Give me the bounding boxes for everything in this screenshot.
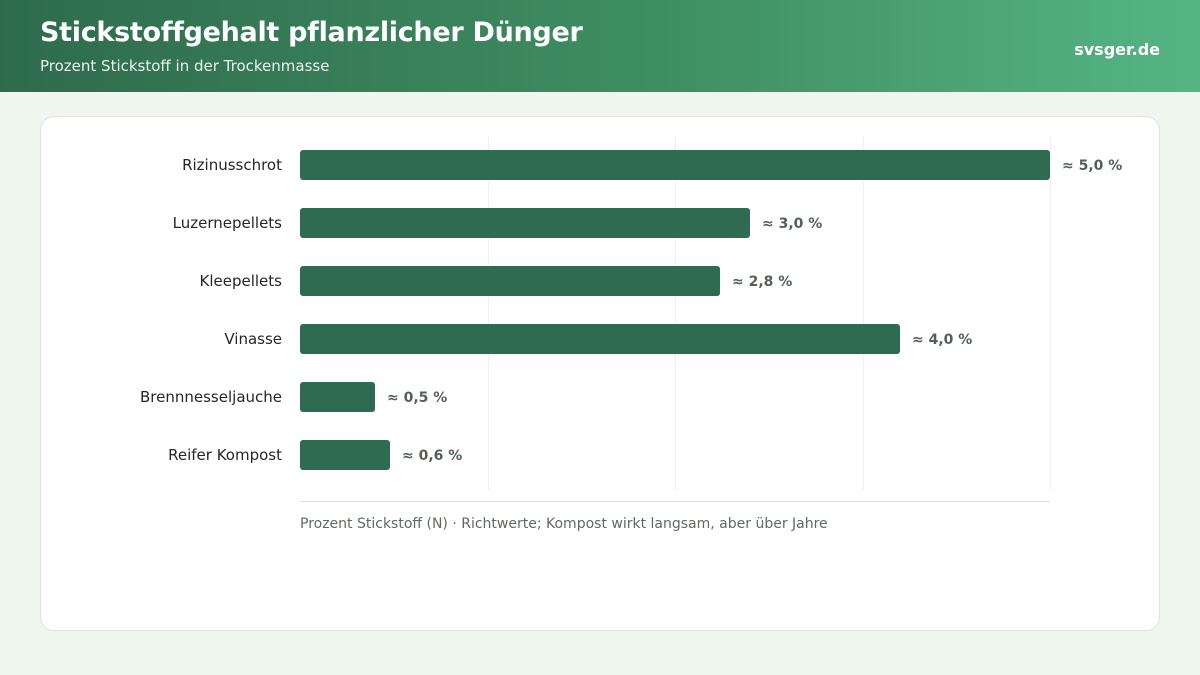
bar	[300, 208, 750, 238]
value-label: ≈ 0,6 %	[402, 448, 463, 464]
bar	[300, 324, 900, 354]
gridline	[1050, 136, 1051, 490]
gridline	[488, 136, 489, 490]
category-label: Luzernepellets	[172, 214, 282, 232]
bar	[300, 382, 375, 412]
value-label: ≈ 3,0 %	[762, 216, 823, 232]
page-title: Stickstoffgehalt pflanzlicher Dünger	[40, 17, 583, 48]
x-axis-line	[300, 501, 1050, 502]
gridline	[863, 136, 864, 490]
value-label: ≈ 5,0 %	[1062, 158, 1123, 174]
page-subtitle: Prozent Stickstoff in der Trockenmasse	[40, 57, 330, 75]
category-label: Reifer Kompost	[168, 446, 282, 464]
header: Stickstoffgehalt pflanzlicher Dünger Pro…	[0, 0, 1200, 92]
category-label: Rizinusschrot	[182, 156, 282, 174]
chart-card	[40, 116, 1160, 631]
brand-label: svsger.de	[1074, 40, 1160, 59]
value-label: ≈ 0,5 %	[387, 390, 448, 406]
gridline	[675, 136, 676, 490]
bar	[300, 440, 390, 470]
category-label: Vinasse	[224, 330, 282, 348]
bar	[300, 266, 720, 296]
category-label: Kleepellets	[199, 272, 282, 290]
bar	[300, 150, 1050, 180]
chart-footnote: Prozent Stickstoff (N) · Richtwerte; Kom…	[300, 516, 828, 532]
value-label: ≈ 2,8 %	[732, 274, 793, 290]
category-label: Brennnesseljauche	[140, 388, 282, 406]
value-label: ≈ 4,0 %	[912, 332, 973, 348]
